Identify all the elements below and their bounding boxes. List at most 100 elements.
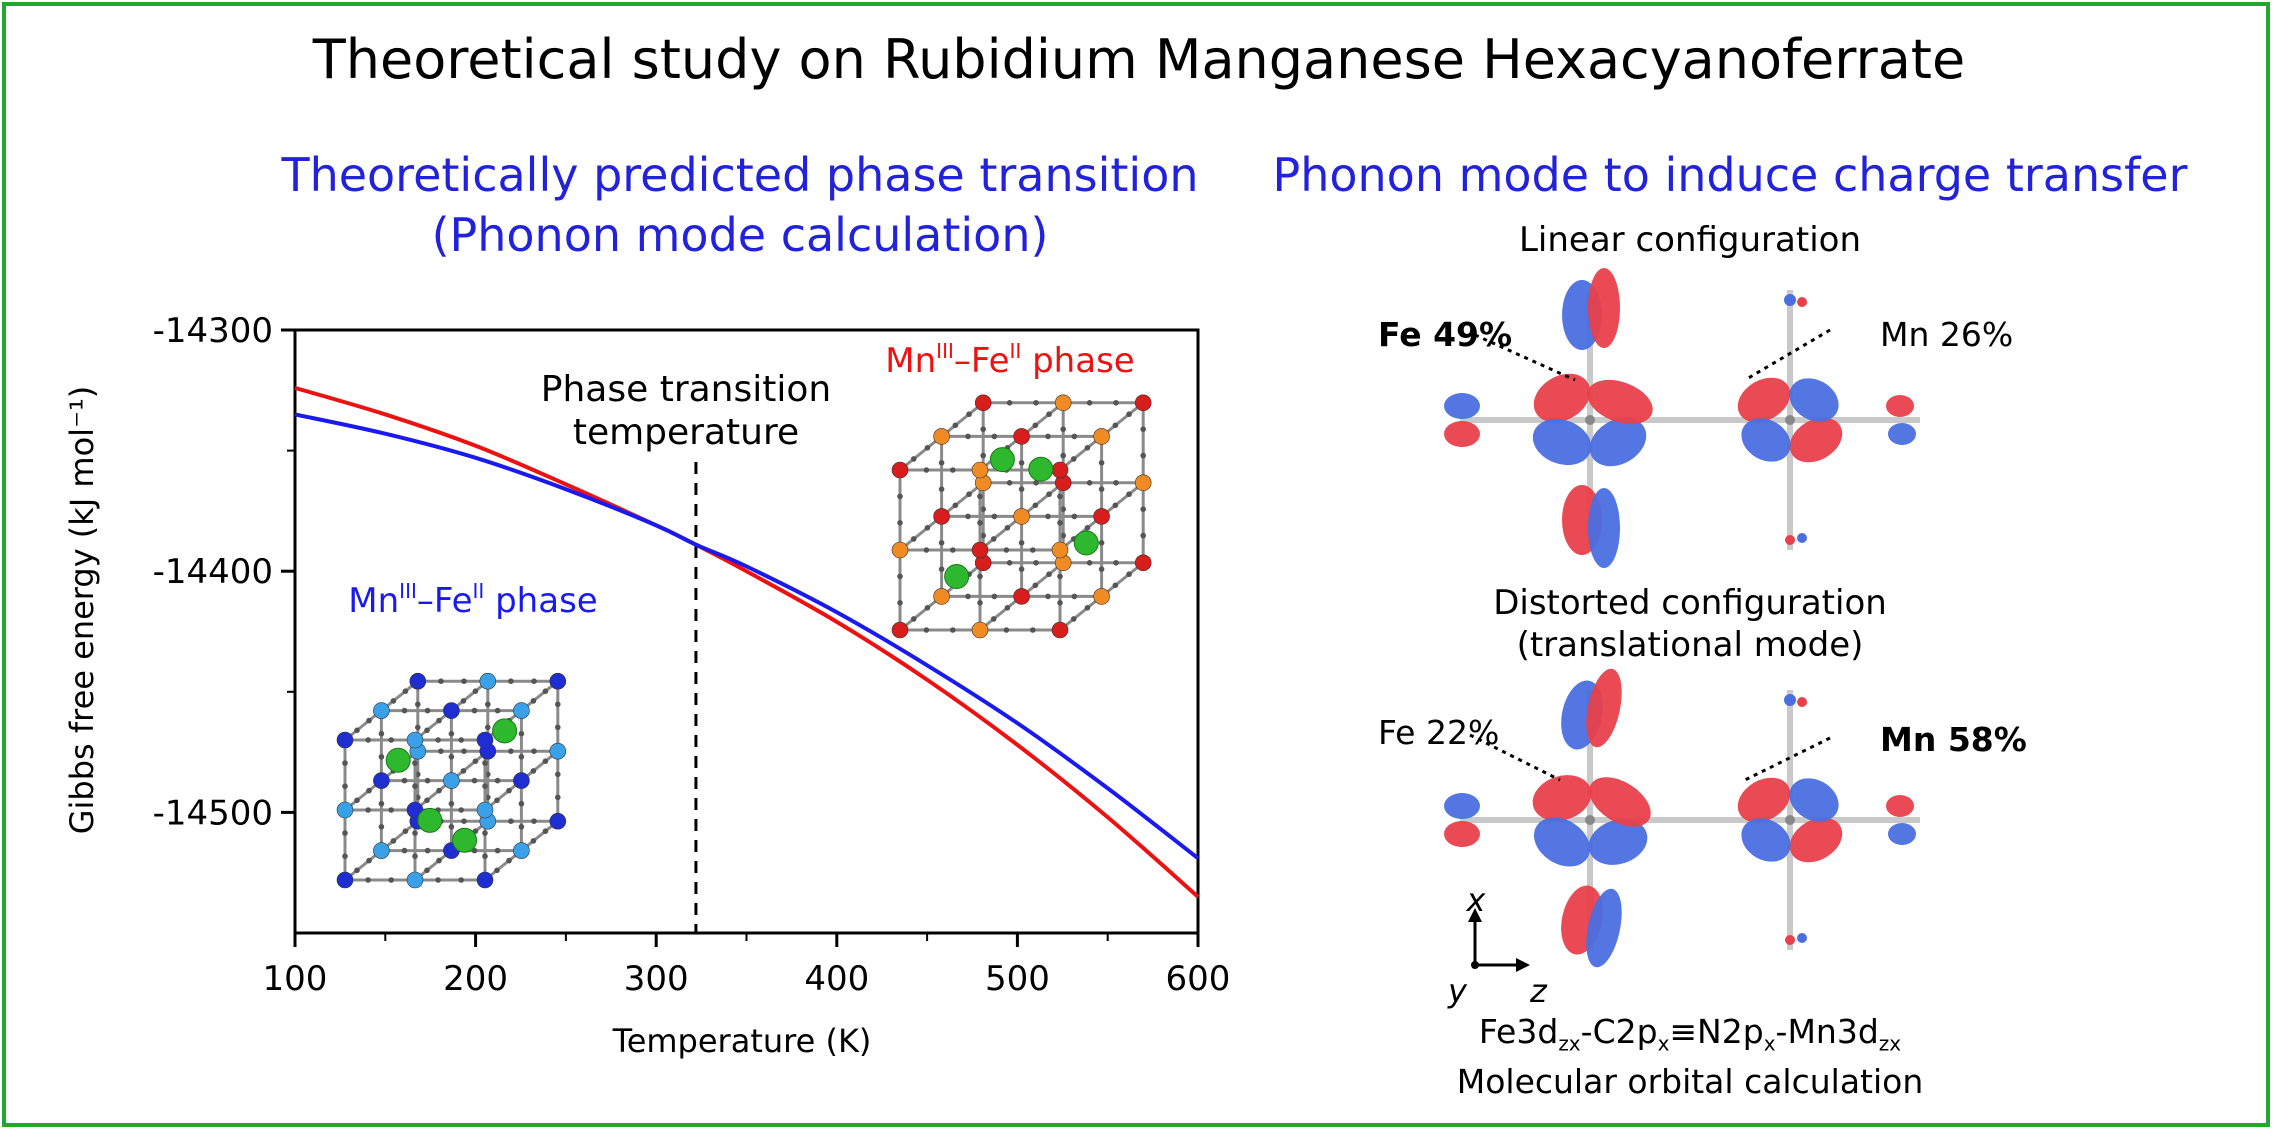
lattice-bead bbox=[378, 730, 385, 737]
fe-leader-line-distorted bbox=[1469, 733, 1561, 782]
lattice-bond bbox=[1059, 595, 1103, 632]
lattice-bead bbox=[938, 566, 945, 572]
lattice-bead bbox=[401, 847, 408, 854]
lattice-bead bbox=[1098, 460, 1105, 466]
lattice-bead bbox=[1112, 502, 1119, 509]
lattice-bead bbox=[518, 754, 525, 760]
lattice-bead bbox=[471, 777, 478, 784]
lattice-bead bbox=[436, 717, 442, 724]
small-orbital-lobe bbox=[1784, 294, 1796, 306]
metal-atom bbox=[443, 702, 460, 719]
metal-atom bbox=[891, 621, 909, 639]
high-temp-phase-label: MnIII–FeII phase bbox=[885, 339, 1134, 381]
lattice-bead bbox=[1113, 400, 1119, 406]
lattice-bead bbox=[366, 857, 372, 864]
lattice-bead bbox=[1126, 571, 1132, 578]
lattice-bead bbox=[542, 828, 549, 834]
lattice-bead bbox=[424, 847, 431, 854]
lattice-bead bbox=[1112, 582, 1119, 589]
lattice-bead bbox=[897, 600, 903, 606]
red-orbital-lobe bbox=[1588, 268, 1620, 348]
lattice-bead bbox=[1098, 486, 1105, 493]
lattice-bead bbox=[990, 536, 997, 542]
lattice-bead bbox=[448, 754, 455, 760]
blue-orbital-lobe bbox=[1444, 393, 1480, 419]
blue-orbital-lobe bbox=[1532, 418, 1592, 466]
x-tick-label: 500 bbox=[985, 959, 1050, 999]
y-tick-label: -14300 bbox=[153, 311, 273, 351]
metal-atom bbox=[1093, 508, 1110, 525]
rb-atom bbox=[989, 447, 1015, 473]
metal-atom bbox=[476, 801, 494, 819]
lattice-bead bbox=[1006, 400, 1013, 406]
metal-atom bbox=[1134, 554, 1152, 572]
lattice-bead bbox=[494, 867, 500, 874]
metal-atom bbox=[373, 842, 390, 859]
lattice-bead bbox=[555, 701, 561, 708]
small-orbital-lobe bbox=[1797, 533, 1807, 543]
lattice-bead bbox=[1046, 571, 1052, 578]
lattice-bead bbox=[461, 678, 467, 684]
lattice-bead bbox=[1060, 506, 1066, 512]
left-panel-heading: Theoretically predicted phase transition… bbox=[220, 145, 1260, 265]
y-tick-label: -14400 bbox=[153, 552, 273, 592]
lattice-bead bbox=[952, 422, 959, 429]
metal-atom bbox=[513, 842, 530, 859]
lattice-bead bbox=[897, 573, 903, 580]
metal-atom bbox=[336, 731, 354, 749]
lattice-atoms bbox=[891, 394, 1152, 639]
lattice-bead bbox=[436, 787, 442, 794]
lattice-bead bbox=[980, 506, 986, 512]
lattice-bead bbox=[991, 433, 998, 440]
lattice-bead bbox=[448, 800, 455, 807]
blue-orbital-lobe bbox=[1789, 378, 1839, 422]
axis-z-label: z bbox=[1529, 972, 1548, 1010]
orbital-bonds bbox=[1460, 290, 1920, 550]
x-tick-label: 400 bbox=[804, 959, 869, 999]
lattice-bead bbox=[1084, 525, 1091, 531]
lattice-bond bbox=[1020, 481, 1065, 518]
lattice-bead bbox=[530, 838, 537, 844]
lattice-bead bbox=[508, 748, 514, 754]
lattice-bead bbox=[482, 760, 488, 766]
left-heading-line2: (Phonon mode calculation) bbox=[431, 208, 1049, 262]
metal-atom bbox=[1013, 508, 1030, 525]
lattice-atoms bbox=[336, 672, 567, 889]
lattice-bond bbox=[940, 481, 985, 518]
lattice-bead bbox=[342, 760, 348, 766]
lattice-bead bbox=[436, 857, 442, 864]
lattice-bead bbox=[438, 748, 444, 754]
lattice-bead bbox=[1071, 593, 1078, 600]
rb-atom bbox=[944, 564, 970, 590]
transition-label-line1: Phase transition bbox=[541, 369, 831, 410]
lattice-bead bbox=[461, 818, 467, 824]
lattice-bead bbox=[924, 605, 931, 611]
lattice-bead bbox=[342, 853, 348, 859]
red-series-line bbox=[294, 385, 1200, 899]
lattice-bead bbox=[1006, 560, 1013, 566]
lattice-bead bbox=[1070, 616, 1077, 622]
lattice-bond bbox=[979, 515, 1023, 552]
lattice-bead bbox=[365, 807, 371, 813]
rb-atom bbox=[1028, 456, 1054, 482]
metal-atom bbox=[476, 871, 494, 889]
lattice-bead bbox=[1018, 486, 1025, 493]
lattice-bead bbox=[1018, 460, 1025, 466]
metal-atom bbox=[933, 428, 950, 445]
lattice-bead bbox=[1057, 493, 1063, 500]
lattice-bead bbox=[530, 698, 537, 704]
lattice-bond bbox=[1020, 561, 1065, 598]
lattice-bead bbox=[897, 493, 903, 500]
distorted-label-line2: (translational mode) bbox=[1516, 625, 1864, 665]
lattice-bead bbox=[401, 777, 408, 784]
rb-atom bbox=[492, 718, 518, 744]
small-orbital-lobe bbox=[1785, 935, 1795, 945]
lattice-bead bbox=[910, 456, 917, 462]
lattice-bead bbox=[458, 737, 465, 743]
lattice-bead bbox=[518, 730, 525, 737]
lattice-bead bbox=[1112, 422, 1119, 429]
lattice-bead bbox=[897, 520, 903, 526]
lattice-bead bbox=[435, 877, 441, 883]
lattice-bead bbox=[1086, 400, 1093, 406]
